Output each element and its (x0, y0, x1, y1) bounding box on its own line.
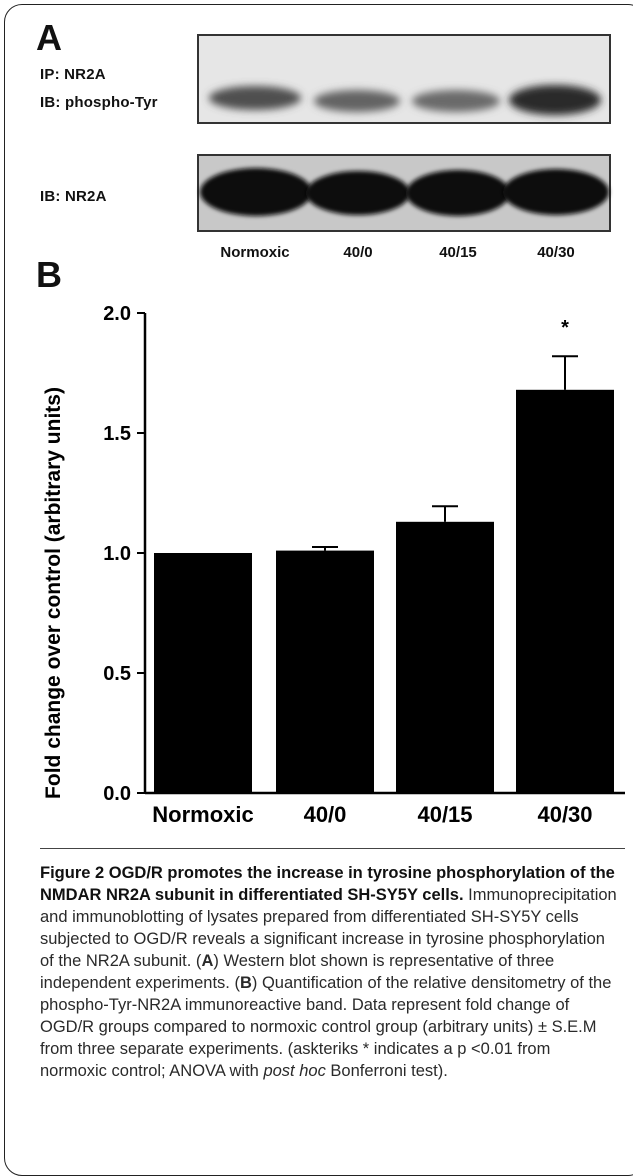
y-tick-label: 0.0 (103, 783, 131, 805)
bar-40-30 (516, 389, 614, 793)
caption-divider (40, 848, 625, 849)
bar-chart: 0.0 0.5 1.0 1.5 2.0 Fold change over control … (42, 303, 625, 827)
y-tick-label: 2.0 (103, 303, 131, 325)
band-nr2a-normoxic (200, 168, 312, 216)
caption-body-2: ) Western blot shown is representative o… (40, 952, 555, 992)
y-axis-label: Fold change over control (arbitrary unit… (42, 387, 65, 799)
caption-title: Figure 2 OGD/R promotes the increase in … (40, 864, 615, 904)
panel-b-letter: B (36, 254, 62, 295)
band-phospho-40-15 (412, 90, 500, 112)
blot-nr2a (197, 154, 611, 232)
x-tick-label: 40/15 (417, 802, 472, 827)
bar-40-15 (396, 521, 494, 793)
significance-asterisk: * (561, 317, 569, 339)
blot-label-ib-nr2a: IB: NR2A (40, 188, 107, 205)
y-tick-label: 0.5 (103, 663, 131, 685)
band-phospho-40-0 (314, 90, 400, 112)
band-nr2a-40-0 (306, 171, 410, 215)
figure-graphics: 0.0 0.5 1.0 1.5 2.0 Fold change over control … (42, 34, 625, 827)
x-tick-label: Normoxic (152, 802, 253, 827)
caption-italic-post-hoc: post hoc (263, 1062, 326, 1080)
lane-label-normoxic: Normoxic (220, 244, 290, 261)
band-phospho-normoxic (209, 86, 301, 110)
x-tick-label: 40/0 (304, 802, 347, 827)
bar-normoxic (154, 553, 252, 793)
caption-body-1: Immunoprecipitation and immunoblotting o… (40, 886, 617, 970)
blot-phospho-tyr (197, 34, 611, 124)
lane-label-40-0: 40/0 (343, 244, 373, 261)
caption-ref-b: B (239, 974, 252, 992)
caption-ref-a: A (201, 952, 214, 970)
bar-40-0 (276, 550, 374, 793)
x-tick-label: 40/30 (537, 802, 592, 827)
y-tick-label: 1.5 (103, 423, 131, 445)
blot-label-ip: IP: NR2A (40, 66, 106, 83)
blot-label-ib-phospho: IB: phospho-Tyr (40, 94, 158, 111)
caption-body-4: Bonferroni test). (325, 1062, 448, 1080)
y-tick-label: 1.0 (103, 543, 131, 565)
lane-label-40-30: 40/30 (537, 244, 575, 261)
band-phospho-40-30 (509, 85, 601, 115)
caption-body-3: ) Quantification of the relative densito… (40, 974, 612, 1080)
lane-label-40-15: 40/15 (439, 244, 477, 261)
panel-a-letter: A (36, 17, 62, 58)
band-nr2a-40-30 (503, 169, 609, 215)
figure-caption: Figure 2 OGD/R promotes the increase in … (40, 848, 625, 1082)
band-nr2a-40-15 (406, 170, 510, 216)
